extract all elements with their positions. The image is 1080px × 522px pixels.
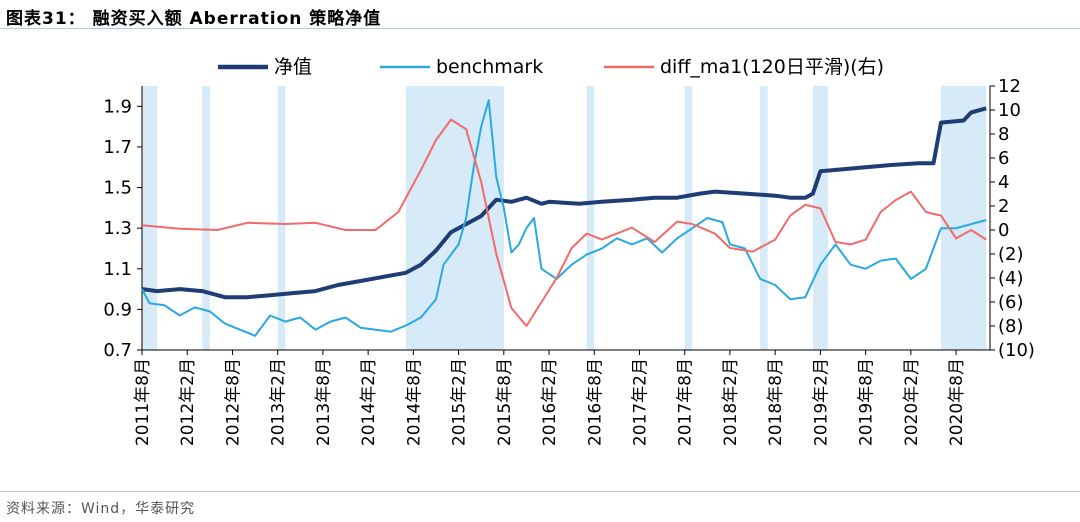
series-line-2 bbox=[141, 99, 987, 337]
legend-label: benchmark bbox=[436, 56, 543, 78]
y-left-tick-label: 1.1 bbox=[103, 259, 132, 280]
y-left-tick-label: 1.3 bbox=[103, 218, 132, 239]
signal-band bbox=[142, 86, 158, 350]
y-right-tick-label: 0 bbox=[998, 220, 1009, 241]
y-right-tick-label: 12 bbox=[998, 76, 1021, 97]
x-tick-label: 2011年8月 bbox=[133, 358, 153, 446]
bottom-rule bbox=[0, 491, 1080, 492]
x-tick-label: 2019年8月 bbox=[857, 358, 877, 446]
signal-band bbox=[405, 86, 504, 350]
x-tick-label: 2018年8月 bbox=[766, 358, 786, 446]
series-line-1 bbox=[141, 106, 987, 300]
signal-band bbox=[684, 86, 693, 350]
y-left-tick-label: 0.9 bbox=[103, 299, 132, 320]
signal-band bbox=[277, 86, 286, 350]
y-right-tick-label: 4 bbox=[998, 172, 1009, 193]
y-right-tick-label: 2 bbox=[998, 196, 1009, 217]
x-tick-label: 2014年8月 bbox=[404, 358, 424, 446]
y-left-tick-label: 1.9 bbox=[103, 96, 132, 117]
x-tick-label: 2017年2月 bbox=[630, 358, 650, 446]
x-tick-label: 2012年8月 bbox=[223, 358, 243, 446]
signal-band bbox=[941, 86, 987, 350]
x-tick-label: 2018年2月 bbox=[721, 358, 741, 446]
x-tick-label: 2016年8月 bbox=[585, 358, 605, 446]
x-tick-label: 2013年2月 bbox=[269, 358, 289, 446]
y-right-tick-label: (6) bbox=[998, 292, 1024, 313]
signal-band bbox=[202, 86, 210, 350]
figure-title: 图表31： 融资买入额 Aberration 策略净值 bbox=[6, 9, 382, 29]
signal-band bbox=[760, 86, 768, 350]
x-tick-label: 2016年2月 bbox=[540, 358, 560, 446]
y-right-tick-label: 10 bbox=[998, 100, 1021, 121]
x-tick-label: 2014年2月 bbox=[359, 358, 379, 446]
signal-band bbox=[812, 86, 828, 350]
x-tick-label: 2012年2月 bbox=[178, 358, 198, 446]
legend-label: diff_ma1(120日平滑)(右) bbox=[660, 56, 884, 78]
x-tick-label: 2019年2月 bbox=[811, 358, 831, 446]
series-line-3 bbox=[141, 118, 987, 327]
top-rule bbox=[0, 28, 1080, 29]
y-right-tick-label: (10) bbox=[998, 340, 1035, 361]
y-right-tick-label: (4) bbox=[998, 268, 1024, 289]
y-right-tick-label: 8 bbox=[998, 124, 1009, 145]
y-left-tick-label: 0.7 bbox=[103, 340, 132, 361]
x-tick-label: 2015年2月 bbox=[450, 358, 470, 446]
y-right-tick-label: 6 bbox=[998, 148, 1009, 169]
x-tick-label: 2015年8月 bbox=[495, 358, 515, 446]
legend-label: 净值 bbox=[274, 56, 312, 78]
x-tick-label: 2020年2月 bbox=[902, 358, 922, 446]
y-left-tick-label: 1.7 bbox=[103, 137, 132, 158]
signal-band bbox=[586, 86, 595, 350]
x-tick-label: 2020年8月 bbox=[947, 358, 967, 446]
figure-source: 资料来源：Wind，华泰研究 bbox=[6, 501, 196, 517]
y-right-tick-label: (2) bbox=[998, 244, 1024, 265]
y-right-tick-label: (8) bbox=[998, 316, 1024, 337]
x-tick-label: 2013年8月 bbox=[314, 358, 334, 446]
line-chart: 0.7 0.9 1.1 1.3 1.5 1.7 1.9 (10) (8) (6) (4) (2) 0 2 4… bbox=[103, 56, 1035, 446]
y-left-tick-label: 1.5 bbox=[103, 178, 132, 199]
x-tick-label: 2017年8月 bbox=[676, 358, 696, 446]
